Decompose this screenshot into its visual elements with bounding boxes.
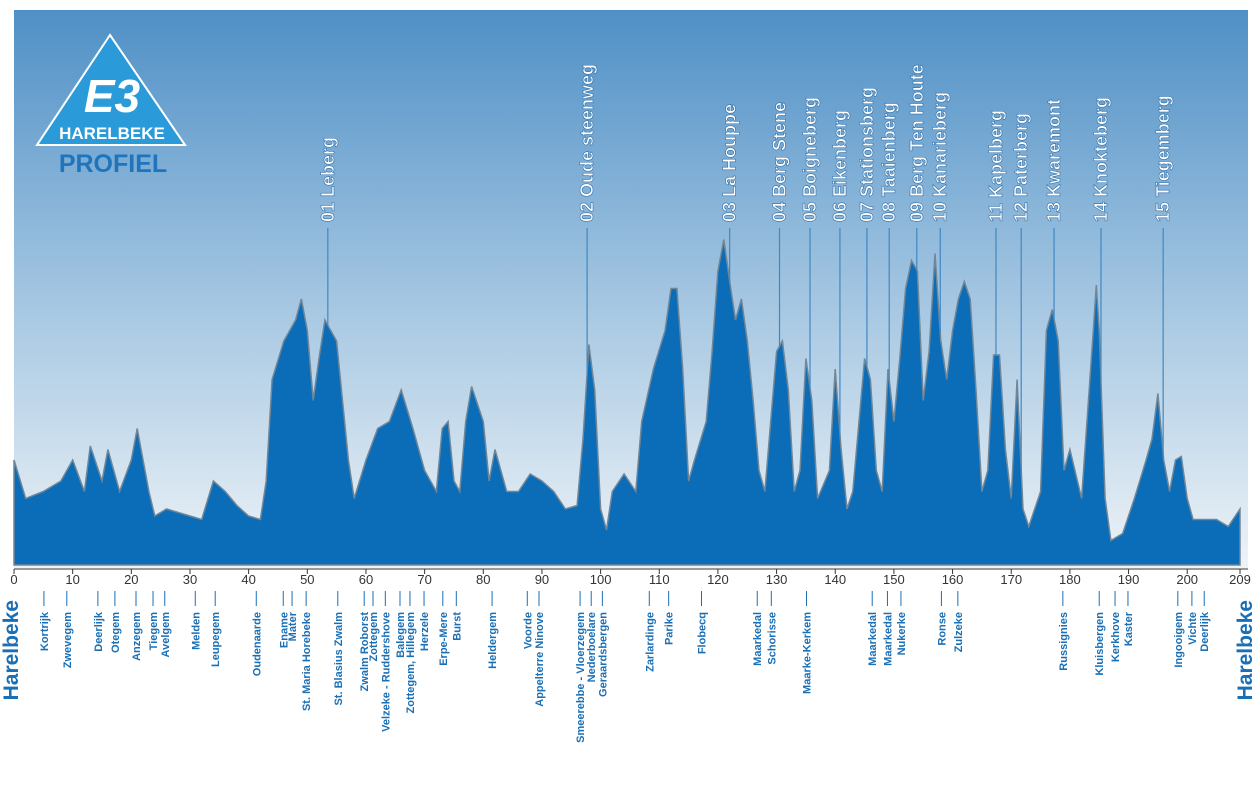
town-label: Flobecq — [696, 612, 708, 654]
town-label: Parike — [664, 612, 676, 645]
town-label: Voorde — [522, 612, 534, 649]
logo-caption: PROFIEL — [59, 150, 167, 178]
town-label: Ename — [278, 612, 290, 648]
town-label: Vichte — [1187, 612, 1199, 645]
town-label: Velzeke - Ruddershove — [380, 612, 392, 732]
town-label: Heldergem — [487, 612, 499, 669]
town-label: Mater — [287, 611, 299, 641]
town-label: Kaster — [1123, 611, 1135, 646]
town-label: Deerlijk — [93, 611, 105, 652]
town-label: Maarkedal — [867, 612, 879, 666]
town-label: Maarkedal — [752, 612, 764, 666]
town-label: Smeerebbe - Vloerzegem — [575, 612, 587, 743]
climb-label: 08 Taaienberg — [879, 102, 899, 222]
climb-label: 04 Berg Stene — [770, 102, 790, 222]
climb-label: 12 Paterberg — [1011, 113, 1031, 222]
logo-mark: E3 — [84, 70, 141, 122]
climb-label: 02 Oude steenweg — [577, 64, 597, 222]
town-label: Maarke-Kerkem — [802, 612, 814, 694]
town-label: Zulzeke — [953, 612, 965, 652]
x-tick-label: 200 — [1176, 572, 1198, 587]
town-label: St. Blasius Zwalm — [333, 612, 345, 706]
town-label: Anzegem — [131, 612, 143, 661]
x-tick-label: 140 — [824, 572, 846, 587]
x-tick-label: 110 — [649, 572, 670, 587]
town-label: Kortrijk — [39, 611, 51, 651]
x-tick-label: 60 — [359, 572, 373, 587]
climb-label: 03 La Houppe — [720, 104, 740, 222]
climb-label: 13 Kwaremont — [1044, 99, 1064, 222]
town-label: Erpe-Mere — [438, 612, 450, 666]
climb-label: 15 Tiegemberg — [1153, 95, 1173, 222]
town-label: Zottegem, Hillegem — [405, 612, 417, 714]
town-label: Ingooigem — [1173, 612, 1185, 668]
town-label: Geraardsbergen — [597, 612, 609, 697]
climb-label: 05 Boigneberg — [800, 97, 820, 222]
climb-label: 06 Eikenberg — [830, 110, 850, 222]
x-tick-label: 70 — [417, 572, 431, 587]
town-label: Zwalm Roborst — [359, 612, 371, 692]
x-tick-label: 209 — [1229, 572, 1251, 587]
town-label: Zottegem — [368, 612, 380, 662]
town-label: Schorisse — [766, 612, 778, 665]
town-label: Nederboelare — [586, 612, 598, 682]
climb-label: 14 Knokteberg — [1091, 97, 1111, 222]
x-tick-label: 100 — [590, 572, 612, 587]
logo-city: HARELBEKE — [59, 124, 165, 143]
town-label: Oudenaarde — [251, 612, 263, 676]
x-tick-label: 160 — [942, 572, 964, 587]
town-label: Balegem — [395, 612, 407, 658]
climb-label: 10 Kanarieberg — [930, 92, 950, 222]
logo: E3 HARELBEKE PROFIEL — [35, 33, 187, 178]
climb-label: 11 Kapelberg — [986, 110, 1006, 222]
x-tick-label: 190 — [1118, 572, 1140, 587]
town-label: Burst — [451, 612, 463, 641]
x-tick-label: 50 — [300, 572, 314, 587]
x-tick-label: 150 — [883, 572, 905, 587]
town-label: Zwevegem — [62, 612, 74, 668]
town-label: Kerkhove — [1110, 612, 1122, 662]
x-tick-label: 170 — [1000, 572, 1022, 587]
town-label: Tiegem — [148, 612, 160, 651]
x-tick-label: 40 — [241, 572, 255, 587]
x-tick-label: 0 — [10, 572, 17, 587]
x-tick-label: 90 — [535, 572, 549, 587]
town-label: Kluisbergen — [1094, 612, 1106, 676]
town-label: Melden — [190, 612, 202, 650]
climb-label: 09 Berg Ten Houte — [907, 64, 927, 222]
town-label: Maarkedal — [882, 612, 894, 666]
town-label: Avelgem — [160, 612, 172, 658]
x-tick-label: 30 — [183, 572, 197, 587]
town-label: Appelterre Ninove — [534, 612, 546, 707]
town-label: Leupegem — [210, 612, 222, 667]
x-tick-label: 20 — [124, 572, 138, 587]
x-tick-label: 130 — [766, 572, 788, 587]
town-label: Ronse — [936, 612, 948, 646]
finish-label: Harelbeke — [1234, 600, 1257, 700]
climb-label: 01 Leberg — [318, 137, 338, 222]
town-label: Herzele — [419, 612, 431, 651]
town-label: Nukerke — [896, 612, 908, 655]
logo-triangle — [35, 33, 187, 146]
elevation-area — [13, 239, 1241, 566]
x-tick-label: 80 — [476, 572, 490, 587]
climb-label: 07 Stationsberg — [857, 87, 877, 222]
town-label: Otegem — [110, 612, 122, 653]
town-label: St. Maria Horebeke — [301, 612, 313, 711]
start-label: Harelbeke — [0, 600, 23, 700]
x-tick-label: 180 — [1059, 572, 1081, 587]
x-tick-label: 10 — [65, 572, 79, 587]
town-label: Deerlijk — [1199, 611, 1211, 652]
x-tick-label: 120 — [707, 572, 729, 587]
town-label: Russignies — [1058, 612, 1070, 671]
town-label: Zarlardinge — [644, 612, 656, 672]
